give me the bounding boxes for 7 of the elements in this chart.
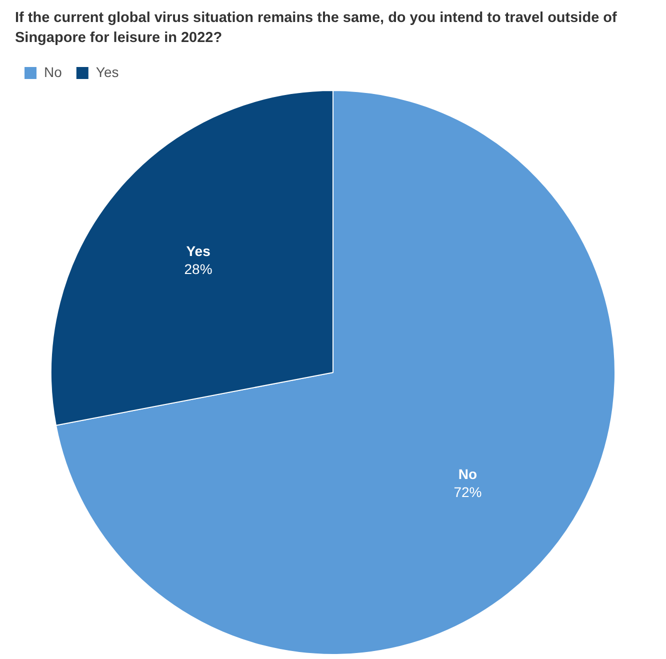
data-label: 28% xyxy=(184,260,212,277)
legend-label: No xyxy=(44,64,62,80)
data-label: 72% xyxy=(454,484,482,500)
slice-label: No xyxy=(458,466,478,482)
chart-title: If the current global virus situation remains the same, do you intend to travel outside of Singapore for leisure in 2022? xyxy=(15,9,618,48)
legend-label: Yes xyxy=(96,64,119,80)
slice-label: Yes xyxy=(186,242,211,259)
